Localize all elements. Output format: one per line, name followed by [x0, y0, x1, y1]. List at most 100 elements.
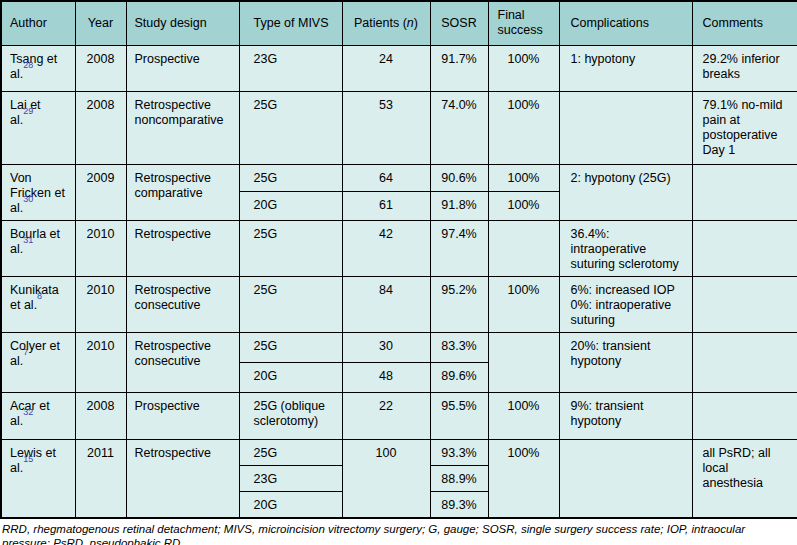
citation-ref-link[interactable]: 32	[23, 407, 33, 417]
study-design-cell: Retrospective comparative	[126, 164, 239, 220]
author-name: Tsang et al.	[10, 52, 57, 81]
sosr-cell: 89.6%	[430, 362, 488, 392]
sosr-cell: 97.4%	[430, 220, 488, 276]
col-header-author: Author	[1, 1, 75, 45]
comments-cell: 29.2% inferior breaks	[692, 45, 797, 91]
patients-cell: 48	[342, 362, 430, 392]
sosr-cell: 74.0%	[430, 91, 488, 164]
final-success-cell	[488, 220, 559, 276]
study-design-cell: Prospective	[126, 392, 239, 439]
sosr-cell: 93.3%	[430, 439, 488, 465]
table-footnote: RRD, rhegmatogenous retinal detachment; …	[0, 522, 797, 545]
patients-header-close: )	[414, 16, 418, 30]
sosr-cell: 95.5%	[430, 392, 488, 439]
author-cell: Bourla et al.31	[1, 220, 75, 276]
final-success-cell: 100%	[488, 276, 559, 332]
final-success-cell: 100%	[488, 91, 559, 164]
citation-ref-link[interactable]: 29	[23, 106, 33, 116]
table-row: Lai et al.29 2008 Retrospective noncompa…	[1, 91, 797, 164]
patients-cell: 53	[342, 91, 430, 164]
patients-cell: 42	[342, 220, 430, 276]
complications-cell	[559, 91, 692, 164]
col-header-type-of-mivs: Type of MIVS	[239, 1, 342, 45]
mivs-cell: 20G	[239, 491, 342, 518]
mivs-cell: 25G	[239, 439, 342, 465]
citation-ref-link[interactable]: 31	[23, 235, 33, 245]
comments-cell: all PsRD; all local anesthesia	[692, 439, 797, 518]
mivs-cell: 23G	[239, 45, 342, 91]
col-header-final-success: Final success	[488, 1, 559, 45]
citation-ref-link[interactable]: 28	[23, 60, 33, 70]
final-success-cell: 100%	[488, 392, 559, 439]
patients-cell: 84	[342, 276, 430, 332]
author-cell: Lai et al.29	[1, 91, 75, 164]
header-row: Author Year Study design Type of MIVS Pa…	[1, 1, 797, 45]
patients-cell: 22	[342, 392, 430, 439]
year-cell: 2008	[75, 45, 126, 91]
complications-cell: 36.4%: intraoperative suturing sclerotom…	[559, 220, 692, 276]
col-header-patients: Patients (n)	[342, 1, 430, 45]
sosr-cell: 91.8%	[430, 191, 488, 220]
table-row: Bourla et al.31 2010 Retrospective 25G 4…	[1, 220, 797, 276]
author-name: Kunikata et al.	[10, 283, 59, 312]
final-success-cell: 100%	[488, 45, 559, 91]
author-name: Bourla et al.	[10, 227, 60, 256]
study-design-cell: Retrospective	[126, 220, 239, 276]
comments-cell	[692, 276, 797, 332]
final-success-cell: 100%	[488, 439, 559, 518]
mivs-cell: 20G	[239, 362, 342, 392]
author-cell: Tsang et al.28	[1, 45, 75, 91]
year-cell: 2010	[75, 332, 126, 392]
mivs-cell: 25G	[239, 91, 342, 164]
patients-cell: 24	[342, 45, 430, 91]
table-row: Von Fricken et al.30 2009 Retrospective …	[1, 164, 797, 191]
patients-header-text: Patients (	[354, 16, 407, 30]
mivs-cell: 25G	[239, 220, 342, 276]
year-cell: 2008	[75, 392, 126, 439]
col-header-comments: Comments	[692, 1, 797, 45]
table-row: Tsang et al.28 2008 Prospective 23G 24 9…	[1, 45, 797, 91]
complications-cell: 1: hypotony	[559, 45, 692, 91]
citation-ref-link[interactable]: 30	[23, 194, 33, 204]
mivs-cell: 25G	[239, 332, 342, 362]
author-name: Von Fricken et al.	[10, 171, 65, 215]
patients-cell: 61	[342, 191, 430, 220]
col-header-complications: Complications	[559, 1, 692, 45]
sosr-cell: 89.3%	[430, 491, 488, 518]
study-design-cell: Prospective	[126, 45, 239, 91]
year-cell: 2010	[75, 276, 126, 332]
citation-ref-link[interactable]: 7	[23, 347, 28, 357]
mivs-cell: 23G	[239, 465, 342, 491]
patients-cell: 64	[342, 164, 430, 191]
year-cell: 2009	[75, 164, 126, 220]
study-design-cell: Retrospective consecutive	[126, 276, 239, 332]
table-row: Acar et al.32 2008 Prospective 25G (obli…	[1, 392, 797, 439]
complications-cell: 9%: transient hypotony	[559, 392, 692, 439]
study-design-cell: Retrospective consecutive	[126, 332, 239, 392]
study-design-cell: Retrospective noncomparative	[126, 91, 239, 164]
study-design-cell: Retrospective	[126, 439, 239, 518]
author-cell: Lewis et al.15	[1, 439, 75, 518]
col-header-study-design: Study design	[126, 1, 239, 45]
complications-cell	[559, 439, 692, 518]
final-success-cell: 100%	[488, 191, 559, 220]
mivs-cell: 25G	[239, 276, 342, 332]
studies-table: Author Year Study design Type of MIVS Pa…	[0, 0, 797, 519]
patients-header-n-italic: n	[407, 16, 414, 30]
table-row: Lewis et al.15 2011 Retrospective 25G 10…	[1, 439, 797, 465]
sosr-cell: 91.7%	[430, 45, 488, 91]
sosr-cell: 88.9%	[430, 465, 488, 491]
comments-cell	[692, 164, 797, 220]
comments-cell	[692, 220, 797, 276]
sosr-cell: 90.6%	[430, 164, 488, 191]
mivs-cell: 25G (oblique sclerotomy)	[239, 392, 342, 439]
citation-ref-link[interactable]: 8	[37, 291, 42, 301]
sosr-cell: 83.3%	[430, 332, 488, 362]
table-row: Colyer et al.7 2010 Retrospective consec…	[1, 332, 797, 362]
author-cell: Kunikata et al.8	[1, 276, 75, 332]
comments-cell	[692, 332, 797, 392]
author-cell: Von Fricken et al.30	[1, 164, 75, 220]
sosr-cell: 95.2%	[430, 276, 488, 332]
citation-ref-link[interactable]: 15	[23, 454, 33, 464]
col-header-sosr: SOSR	[430, 1, 488, 45]
